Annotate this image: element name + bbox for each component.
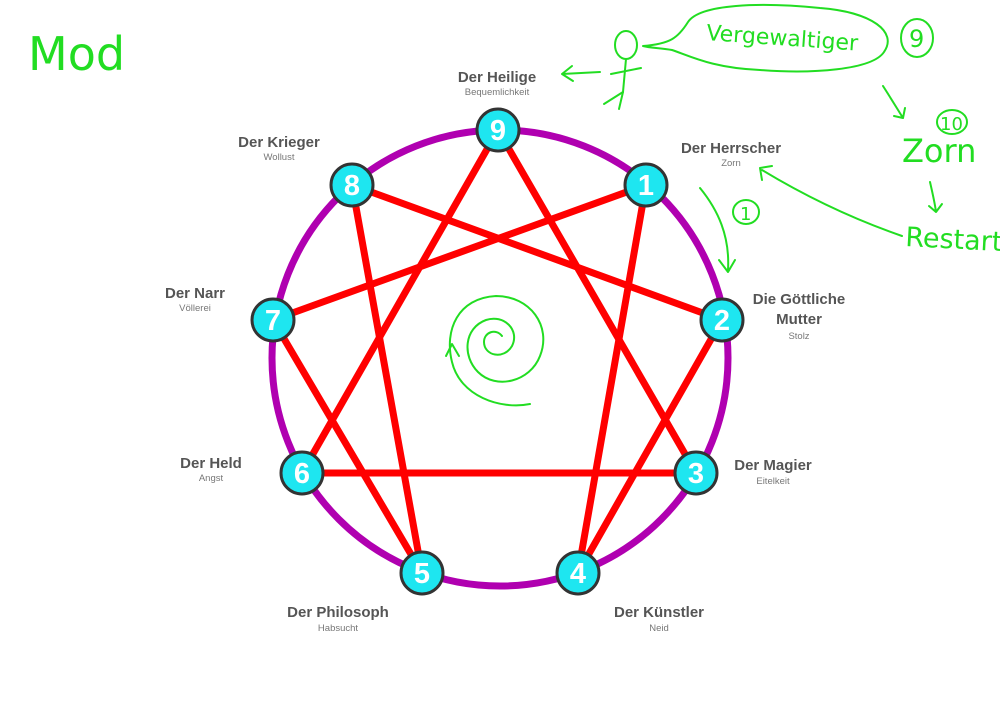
node-number: 7 xyxy=(265,305,281,337)
node-number: 6 xyxy=(294,458,310,490)
enneagram-lines xyxy=(269,126,726,577)
line-9-3 xyxy=(494,126,700,477)
label-7: Der Narr Völlerei xyxy=(165,285,225,314)
node-9: 9 xyxy=(475,107,521,153)
label-5: Der Philosoph Habsucht xyxy=(287,604,389,634)
node-number: 8 xyxy=(344,170,360,202)
type-name: Der Krieger xyxy=(238,134,320,151)
node-number: 9 xyxy=(490,115,506,147)
mod-annotation: Mod xyxy=(28,27,125,81)
label-9: Der Heilige Bequemlichkeit xyxy=(458,69,536,98)
type-vice: Wollust xyxy=(264,152,295,163)
line-5-7 xyxy=(269,316,426,577)
type-name: Der Held xyxy=(180,455,242,472)
type-name: Der Magier xyxy=(734,457,812,474)
type-vice: Stolz xyxy=(788,331,809,342)
node-5: 5 xyxy=(399,550,445,596)
type-vice: Bequemlichkeit xyxy=(465,87,530,98)
stick-figure-icon xyxy=(603,30,642,110)
type-name: Der Philosoph xyxy=(287,604,389,621)
node-number: 2 xyxy=(714,305,730,337)
node-number: 4 xyxy=(570,558,586,590)
node-7: 7 xyxy=(250,297,296,343)
node-6: 6 xyxy=(279,450,325,496)
annotation-restart: Restart xyxy=(905,222,1000,258)
node-8: 8 xyxy=(329,162,375,208)
line-2-8 xyxy=(348,181,726,324)
annotation-zorn: Zorn xyxy=(902,132,976,170)
line-8-5 xyxy=(348,181,426,577)
speech-bubble xyxy=(642,3,889,73)
annotation-1: 1 xyxy=(740,204,751,225)
type-vice: Neid xyxy=(649,623,669,634)
label-2: Die Göttliche Mutter Stolz xyxy=(753,291,846,342)
node-4: 4 xyxy=(555,550,601,596)
annotation-10: 10 xyxy=(940,114,963,135)
line-1-4 xyxy=(574,181,650,577)
type-vice: Angst xyxy=(199,473,224,484)
annotation-9: 9 xyxy=(909,25,924,53)
node-3: 3 xyxy=(673,450,719,496)
type-vice: Völlerei xyxy=(179,303,211,314)
label-4: Der Künstler Neid xyxy=(614,604,704,634)
type-name: Der Narr xyxy=(165,285,225,302)
label-3: Der Magier Eitelkeit xyxy=(734,457,812,487)
label-6: Der Held Angst xyxy=(180,455,242,484)
label-1: Der Herrscher Zorn xyxy=(681,140,781,169)
node-number: 5 xyxy=(414,558,430,590)
arrow-left-icon xyxy=(561,65,601,82)
type-vice: Eitelkeit xyxy=(756,476,790,487)
spiral-icon xyxy=(448,295,545,407)
node-1: 1 xyxy=(623,162,669,208)
type-vice: Zorn xyxy=(721,158,741,169)
type-name: Der Herrscher xyxy=(681,140,781,157)
line-6-9 xyxy=(298,126,502,477)
type-vice: Habsucht xyxy=(318,623,358,634)
node-number: 1 xyxy=(638,170,654,202)
type-name: Die Göttliche xyxy=(753,291,846,308)
handwritten-annotations xyxy=(445,3,968,407)
node-number: 3 xyxy=(688,458,704,490)
speech-bubble-text: Vergewaltiger xyxy=(706,21,860,57)
label-8: Der Krieger Wollust xyxy=(238,134,320,163)
type-name: Der Heilige xyxy=(458,69,536,86)
type-name: Mutter xyxy=(776,311,822,328)
node-2: 2 xyxy=(699,297,745,343)
line-7-1 xyxy=(269,181,650,324)
type-name: Der Künstler xyxy=(614,604,704,621)
line-4-2 xyxy=(574,316,726,577)
